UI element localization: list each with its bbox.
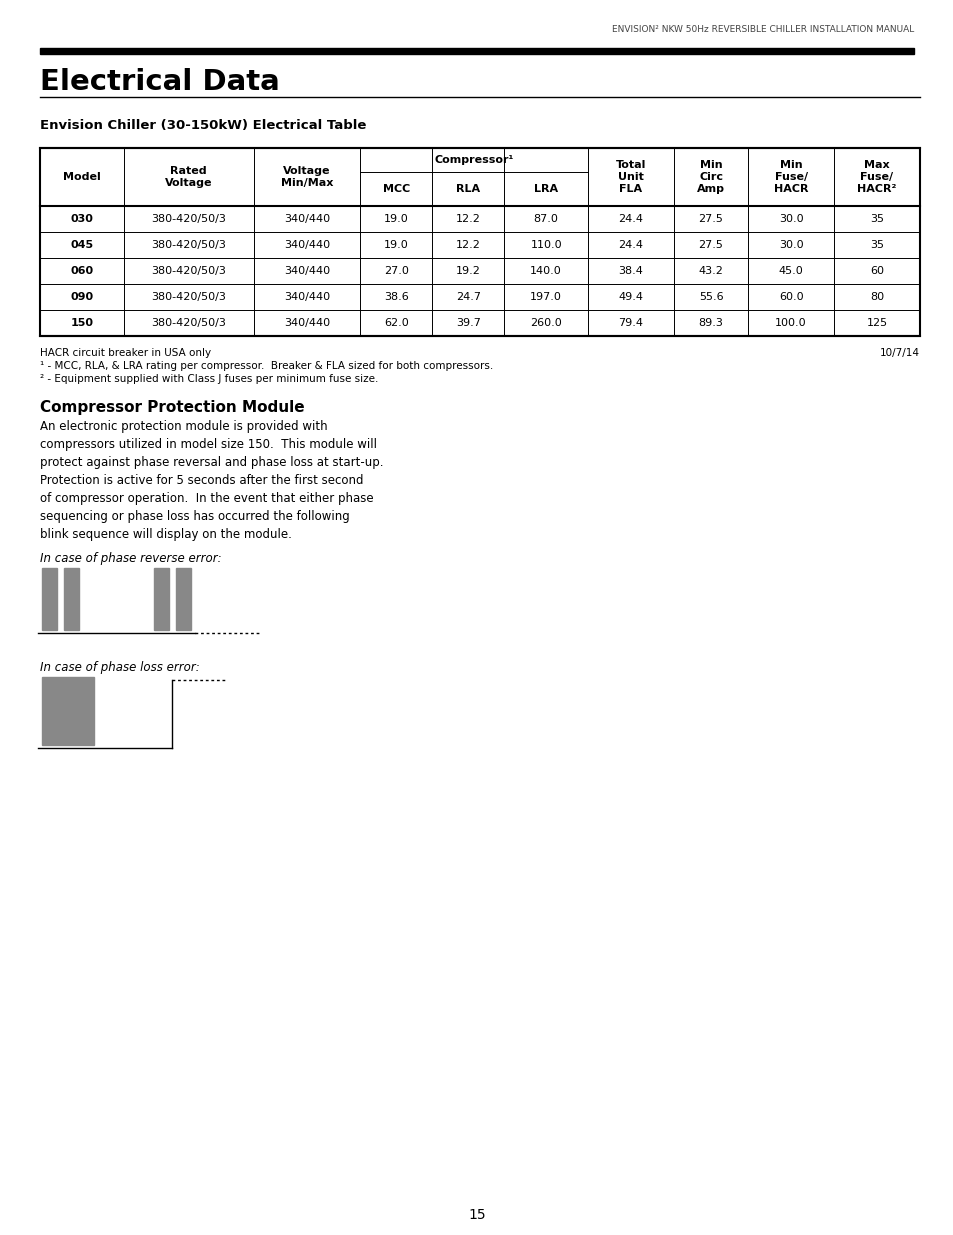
Text: 60: 60 (869, 266, 883, 275)
Bar (40, 148, 919, 336)
Text: 19.2: 19.2 (456, 266, 480, 275)
Text: Rated
Voltage: Rated Voltage (165, 165, 213, 188)
Text: Min
Fuse/
HACR: Min Fuse/ HACR (773, 161, 807, 194)
Bar (42, 677, 94, 745)
Text: 380-420/50/3: 380-420/50/3 (151, 291, 226, 303)
Text: 340/440: 340/440 (284, 240, 330, 249)
Text: 38.6: 38.6 (384, 291, 408, 303)
Text: 35: 35 (869, 240, 883, 249)
Text: 197.0: 197.0 (530, 291, 561, 303)
Text: 340/440: 340/440 (284, 214, 330, 224)
Text: 79.4: 79.4 (618, 317, 642, 329)
Text: 24.7: 24.7 (456, 291, 480, 303)
Bar (40, 48, 913, 54)
Text: 12.2: 12.2 (456, 214, 480, 224)
Text: 89.3: 89.3 (698, 317, 722, 329)
Bar (175, 568, 191, 630)
Text: 380-420/50/3: 380-420/50/3 (151, 240, 226, 249)
Text: Envision Chiller (30-150kW) Electrical Table: Envision Chiller (30-150kW) Electrical T… (40, 120, 366, 132)
Text: ENVISION² NKW 50Hz REVERSIBLE CHILLER INSTALLATION MANUAL: ENVISION² NKW 50Hz REVERSIBLE CHILLER IN… (611, 26, 913, 35)
Text: 62.0: 62.0 (384, 317, 408, 329)
Text: 38.4: 38.4 (618, 266, 642, 275)
Text: Voltage
Min/Max: Voltage Min/Max (280, 165, 333, 188)
Text: 27.0: 27.0 (383, 266, 409, 275)
Bar (153, 568, 169, 630)
Text: 24.4: 24.4 (618, 214, 642, 224)
Text: 19.0: 19.0 (384, 214, 408, 224)
Text: 27.5: 27.5 (698, 240, 722, 249)
Text: Model: Model (63, 172, 101, 182)
Text: 80: 80 (869, 291, 883, 303)
Text: 19.0: 19.0 (384, 240, 408, 249)
Text: 43.2: 43.2 (698, 266, 722, 275)
Text: 380-420/50/3: 380-420/50/3 (151, 266, 226, 275)
Text: LRA: LRA (534, 184, 558, 194)
Text: 340/440: 340/440 (284, 266, 330, 275)
Text: Electrical Data: Electrical Data (40, 68, 279, 96)
Text: HACR circuit breaker in USA only: HACR circuit breaker in USA only (40, 348, 211, 358)
Text: Compressor Protection Module: Compressor Protection Module (40, 400, 304, 415)
Text: 030: 030 (71, 214, 93, 224)
Bar (64, 568, 79, 630)
Text: 045: 045 (71, 240, 93, 249)
Text: 12.2: 12.2 (456, 240, 480, 249)
Text: RLA: RLA (456, 184, 480, 194)
Text: 55.6: 55.6 (698, 291, 722, 303)
Text: 340/440: 340/440 (284, 317, 330, 329)
Text: Total
Unit
FLA: Total Unit FLA (615, 161, 645, 194)
Text: 100.0: 100.0 (775, 317, 806, 329)
Text: 150: 150 (71, 317, 93, 329)
Text: 60.0: 60.0 (778, 291, 802, 303)
Text: 125: 125 (865, 317, 886, 329)
Text: 39.7: 39.7 (456, 317, 480, 329)
Text: 27.5: 27.5 (698, 214, 722, 224)
Bar (42, 568, 57, 630)
Text: 10/7/14: 10/7/14 (879, 348, 919, 358)
Text: ² - Equipment supplied with Class J fuses per minimum fuse size.: ² - Equipment supplied with Class J fuse… (40, 374, 378, 384)
Text: In case of phase loss error:: In case of phase loss error: (40, 661, 199, 674)
Text: Max
Fuse/
HACR²: Max Fuse/ HACR² (857, 161, 896, 194)
Text: 340/440: 340/440 (284, 291, 330, 303)
Text: 45.0: 45.0 (778, 266, 802, 275)
Text: 110.0: 110.0 (530, 240, 561, 249)
Text: 15: 15 (468, 1208, 485, 1221)
Text: 30.0: 30.0 (778, 240, 802, 249)
Text: Compressor¹: Compressor¹ (434, 156, 514, 165)
Text: 140.0: 140.0 (530, 266, 561, 275)
Text: ¹ - MCC, RLA, & LRA rating per compressor.  Breaker & FLA sized for both compres: ¹ - MCC, RLA, & LRA rating per compresso… (40, 361, 493, 370)
Text: 260.0: 260.0 (530, 317, 561, 329)
Text: 090: 090 (71, 291, 93, 303)
Text: 30.0: 30.0 (778, 214, 802, 224)
Text: MCC: MCC (382, 184, 410, 194)
Text: 060: 060 (71, 266, 93, 275)
Text: 87.0: 87.0 (533, 214, 558, 224)
Text: 24.4: 24.4 (618, 240, 642, 249)
Text: 35: 35 (869, 214, 883, 224)
Text: Min
Circ
Amp: Min Circ Amp (697, 161, 724, 194)
Text: 380-420/50/3: 380-420/50/3 (151, 214, 226, 224)
Text: In case of phase reverse error:: In case of phase reverse error: (40, 552, 221, 564)
Text: 380-420/50/3: 380-420/50/3 (151, 317, 226, 329)
Text: 49.4: 49.4 (618, 291, 642, 303)
Text: An electronic protection module is provided with
compressors utilized in model s: An electronic protection module is provi… (40, 420, 383, 541)
